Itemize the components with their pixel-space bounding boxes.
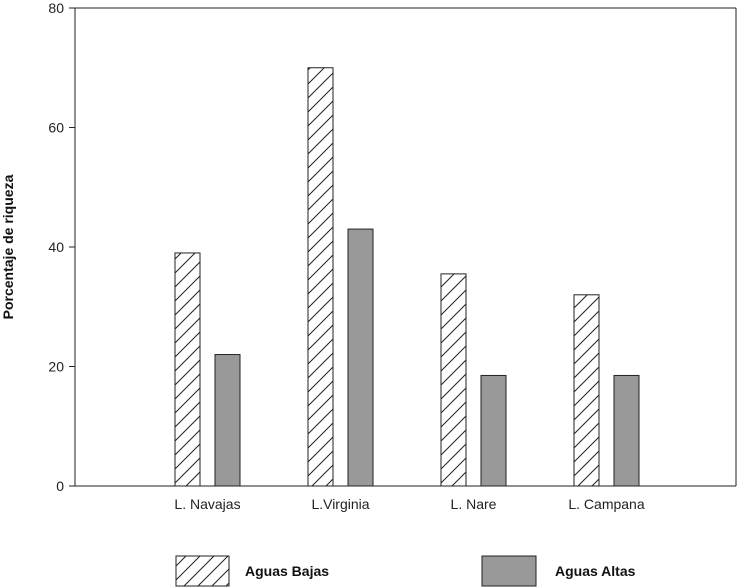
bar-aguas-bajas bbox=[440, 273, 467, 487]
legend-label-aguas-bajas: Aguas Bajas bbox=[245, 563, 329, 579]
category-label: L. Campana bbox=[568, 496, 644, 512]
bar-aguas-bajas bbox=[573, 294, 600, 487]
y-axis-title: Porcentaje de riqueza bbox=[0, 174, 16, 319]
y-tick-label: 40 bbox=[48, 239, 64, 255]
bars bbox=[174, 67, 640, 487]
legend-label-aguas-altas: Aguas Altas bbox=[555, 563, 636, 579]
y-tick-label: 20 bbox=[48, 359, 64, 375]
y-tick-label: 60 bbox=[48, 120, 64, 136]
bar-aguas-altas bbox=[347, 228, 374, 487]
category-label: L. Navajas bbox=[174, 496, 240, 512]
category-label: L. Nare bbox=[451, 496, 497, 512]
legend: Aguas Bajas Aguas Altas bbox=[175, 555, 636, 587]
legend-swatch-aguas-bajas bbox=[175, 555, 230, 587]
bar-aguas-bajas bbox=[174, 252, 201, 487]
bar-aguas-altas bbox=[480, 374, 507, 487]
bar-aguas-bajas bbox=[307, 67, 334, 487]
legend-swatch-aguas-altas bbox=[481, 555, 537, 587]
bar-aguas-altas bbox=[214, 354, 241, 487]
y-tick-label: 0 bbox=[56, 478, 64, 494]
y-ticks: 0 20 40 60 80 bbox=[48, 0, 75, 494]
category-labels: L. Navajas L.Virginia L. Nare L. Campana bbox=[174, 496, 644, 512]
bar-aguas-altas bbox=[613, 374, 640, 487]
y-tick-label: 80 bbox=[48, 0, 64, 16]
category-label: L.Virginia bbox=[311, 496, 369, 512]
